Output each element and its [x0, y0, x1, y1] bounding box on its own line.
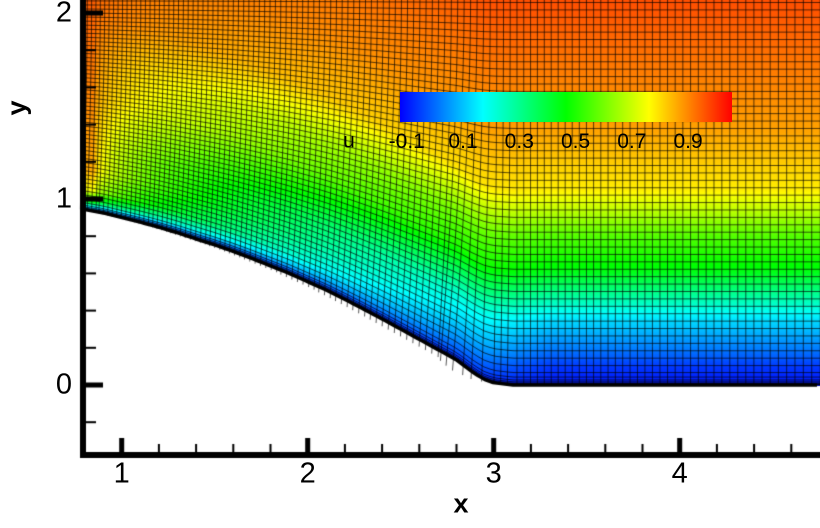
x-axis-title: x [453, 488, 469, 519]
y-tick-label: 0 [55, 368, 73, 401]
y-tick-label: 2 [55, 0, 73, 29]
x-tick-label: 3 [485, 457, 502, 490]
x-tick-label: 4 [671, 457, 688, 490]
y-tick-label: 1 [55, 182, 73, 215]
x-tick-label: 2 [299, 457, 316, 490]
y-axis-title: y [1, 100, 32, 116]
x-tick-label: 1 [113, 457, 130, 490]
